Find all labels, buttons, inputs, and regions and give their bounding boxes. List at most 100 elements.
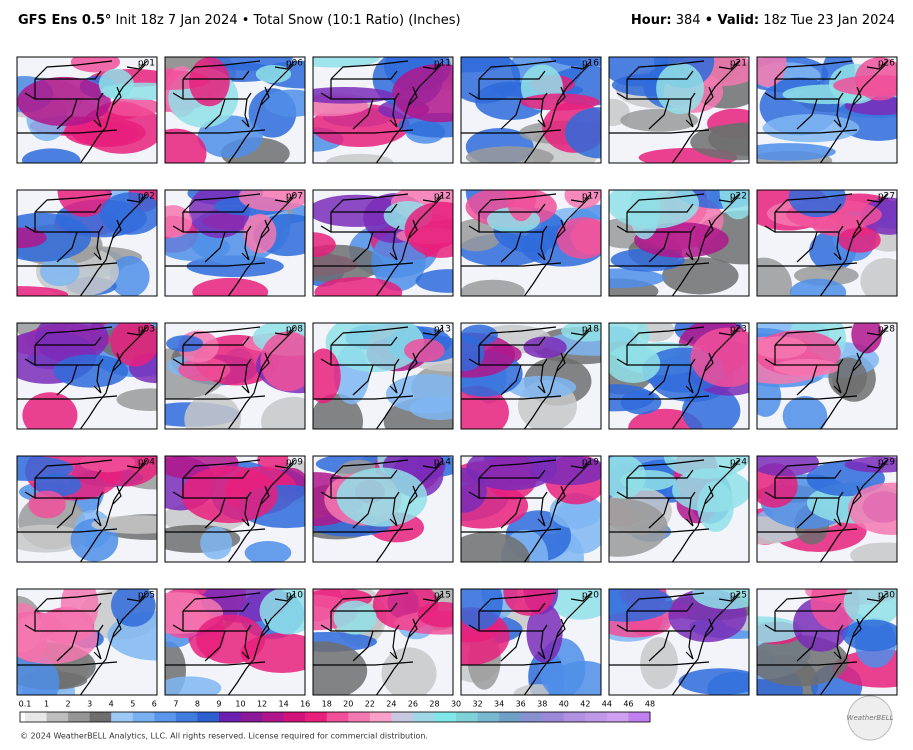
snow-blob xyxy=(336,467,428,527)
map-panel: p21 xyxy=(608,56,750,164)
panel-label: p29 xyxy=(878,458,895,468)
panel-label: p07 xyxy=(286,192,303,202)
colorbar-cell xyxy=(499,712,522,722)
state-borders xyxy=(165,326,296,429)
state-borders xyxy=(313,326,444,429)
panel-label: p18 xyxy=(582,325,599,335)
snow-blob xyxy=(313,244,383,283)
colorbar-label: 7 xyxy=(173,700,178,709)
snow-blob xyxy=(110,323,157,367)
colorbar-label: 8 xyxy=(195,700,200,709)
panel-frame xyxy=(756,56,898,164)
colorbar-label: 0.1 xyxy=(19,700,32,709)
colorbar-label: 30 xyxy=(451,700,461,709)
colorbar-label: 5 xyxy=(130,700,135,709)
state-borders xyxy=(461,459,592,562)
colorbar-label: 4 xyxy=(109,700,114,709)
map-panel: p19 xyxy=(460,455,602,563)
map-field xyxy=(609,57,749,163)
snow-blob xyxy=(333,600,377,635)
snow-blob xyxy=(503,589,555,616)
panel-frame xyxy=(756,455,898,563)
snow-blob xyxy=(505,190,537,222)
hour: 384 xyxy=(676,13,701,28)
colorbar-label: 1 xyxy=(44,700,49,709)
panel-frame xyxy=(164,322,306,430)
snow-blob xyxy=(465,146,554,163)
panel-label: p22 xyxy=(730,192,747,202)
map-field xyxy=(17,456,157,562)
snow-blob xyxy=(782,396,828,429)
snow-blob xyxy=(609,589,673,622)
snow-blob xyxy=(255,64,292,84)
state-borders xyxy=(313,459,444,562)
state-borders xyxy=(165,193,296,296)
panel-frame xyxy=(460,588,602,696)
snow-blob xyxy=(99,192,157,235)
state-borders xyxy=(165,459,296,562)
map-field xyxy=(165,589,305,695)
map-panel: p09 xyxy=(164,455,306,563)
panel-frame xyxy=(460,56,602,164)
snow-blob xyxy=(17,286,69,296)
logo-badge xyxy=(847,695,893,741)
colorbar-cell xyxy=(412,712,435,722)
colorbar-label: 26 xyxy=(408,700,418,709)
state-borders xyxy=(609,592,740,695)
valid: 18z Tue 23 Jan 2024 xyxy=(763,13,895,28)
panel-frame xyxy=(164,56,306,164)
state-borders xyxy=(609,326,740,429)
state-borders xyxy=(461,193,592,296)
state-borders xyxy=(165,592,296,695)
panel-label: p24 xyxy=(730,458,747,468)
panel-frame xyxy=(312,588,454,696)
snow-blob xyxy=(634,222,729,258)
snow-blob xyxy=(757,616,803,643)
map-field xyxy=(313,190,453,296)
snow-blob xyxy=(238,190,305,212)
valid-label: • Valid: xyxy=(705,13,759,28)
map-panel: p25 xyxy=(608,588,750,696)
colorbar-cell xyxy=(46,712,69,722)
snow-blob xyxy=(850,542,897,562)
colorbar-label: 32 xyxy=(472,700,482,709)
snow-blob xyxy=(672,468,749,513)
snow-blob xyxy=(28,490,66,519)
colorbar-label: 42 xyxy=(580,700,590,709)
map-panel: p02 xyxy=(16,189,158,297)
snow-blob xyxy=(461,385,509,429)
map-panel: p11 xyxy=(312,56,454,164)
map-field xyxy=(17,57,157,163)
map-field xyxy=(609,190,749,296)
colorbar-cell xyxy=(68,712,91,722)
state-borders xyxy=(461,60,592,163)
snow-blob xyxy=(620,108,699,132)
colorbar-label: 24 xyxy=(386,700,396,709)
state-borders xyxy=(757,193,888,296)
snow-blob xyxy=(263,89,305,117)
colorbar-cell xyxy=(434,712,457,722)
panel-label: p03 xyxy=(138,325,155,335)
panel-label: p01 xyxy=(138,59,155,69)
snow-blob xyxy=(690,327,749,388)
snow-blob xyxy=(860,257,897,296)
state-borders xyxy=(17,326,148,429)
snow-blob xyxy=(461,532,530,562)
snow-blob xyxy=(53,354,129,388)
colorbar-cell xyxy=(391,712,414,722)
snow-blob xyxy=(757,375,782,417)
panel-frame xyxy=(164,588,306,696)
colorbar-cell xyxy=(585,712,608,722)
colorbar-cell xyxy=(606,712,629,722)
snow-blob xyxy=(773,358,840,377)
map-panel: p04 xyxy=(16,455,158,563)
colorbar-label: 40 xyxy=(559,700,569,709)
colorbar-cell xyxy=(283,712,306,722)
colorbar-frame xyxy=(19,711,651,723)
map-panel: p22 xyxy=(608,189,750,297)
snow-blob xyxy=(313,232,336,258)
snow-blob xyxy=(556,217,601,259)
panel-frame xyxy=(312,322,454,430)
snow-blob xyxy=(381,647,437,695)
snow-blob xyxy=(523,336,567,359)
